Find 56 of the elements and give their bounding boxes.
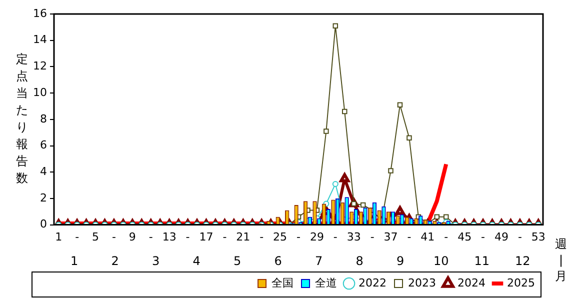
legend-label: 2023 (408, 276, 436, 290)
x-tick-label: 13 (162, 230, 176, 244)
y-tick-label: 4 (40, 164, 47, 178)
x-tick-label: - (481, 230, 486, 244)
text: 6 (274, 254, 282, 268)
x-tick-label: - (260, 230, 264, 244)
text: 9 (396, 254, 404, 268)
legend-label: 2022 (358, 276, 387, 290)
y-tick-label: 10 (32, 86, 47, 99)
y-tick-label: 6 (40, 138, 47, 152)
x-tick-label: 33 (346, 230, 361, 244)
text: 11 (474, 254, 490, 268)
x-tick-label: 1 (55, 230, 62, 244)
y-tick-label: 0 (40, 218, 47, 231)
text: 12 (514, 254, 530, 268)
text: 4 (192, 254, 200, 268)
y-tick-label: 14 (32, 33, 47, 46)
text: 3 (152, 254, 160, 268)
x-tick-label: 37 (384, 230, 398, 244)
y-tick-label: 12 (32, 60, 47, 73)
x-tick-label: - (333, 230, 338, 244)
legend-label: 全国 (272, 276, 294, 290)
y-tick-label: 8 (40, 112, 47, 126)
x-tick-label: - (222, 230, 227, 244)
text: 7 (315, 254, 323, 268)
text: 5 (234, 254, 242, 268)
legend-label: 2024 (458, 276, 486, 290)
legend-label: 全道 (315, 276, 338, 290)
x-tick-label: - (518, 230, 522, 244)
x-tick-label: 17 (199, 230, 214, 244)
x-tick-label: 5 (92, 230, 100, 244)
text: 1 (70, 254, 78, 268)
x-tick-label: - (444, 230, 448, 244)
legend-label: 2025 (507, 276, 536, 290)
text: 10 (433, 254, 449, 268)
x-tick-label: 9 (128, 230, 136, 244)
x-tick-label: - (112, 230, 116, 244)
x-tick-label: - (407, 230, 412, 244)
x-tick-label: 41 (420, 230, 435, 244)
x-tick-label: 53 (531, 230, 546, 244)
y-axis-title: 定点当たり報告数 (16, 52, 28, 186)
x-axis-title: 週|月 (555, 236, 567, 283)
y-tick-label: 2 (40, 191, 47, 204)
x-tick-label: - (148, 230, 153, 244)
x-tick-label: - (370, 230, 374, 244)
x-tick-label: - (186, 230, 190, 244)
text: 8 (356, 254, 364, 268)
x-tick-label: 49 (494, 230, 508, 244)
x-tick-label: 25 (273, 230, 288, 244)
x-tick-label: - (296, 230, 301, 244)
x-tick-label: 29 (310, 230, 324, 244)
y-tick-label: 16 (32, 6, 47, 20)
x-tick-label: 45 (458, 230, 472, 244)
x-tick-label: 21 (236, 230, 250, 244)
x-tick-label: - (75, 230, 80, 244)
text: 2 (111, 254, 119, 268)
